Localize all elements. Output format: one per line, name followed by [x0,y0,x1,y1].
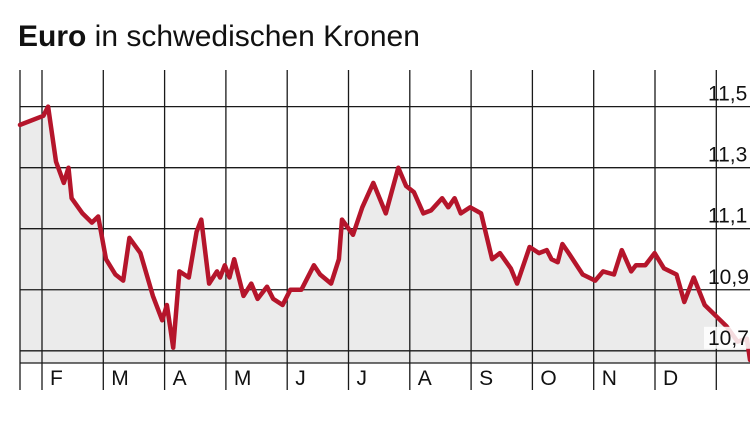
x-tick-label-0: F [50,367,63,390]
x-tick-label-2: A [173,367,187,390]
line-layer [17,104,750,363]
y-tick-label-1: 11,3 [708,144,747,167]
x-tick-label-9: N [602,367,617,390]
tick-label-bg-4 [704,326,750,349]
chart-title-bold: Euro [18,20,87,53]
y-tick-label-0: 11,5 [708,83,747,106]
x-tick-label-4: J [295,367,306,390]
y-tick-label-3: 10,9 [708,266,749,289]
y-tick-label-4: 10,7 [708,327,749,350]
x-tick-label-5: J [357,367,368,390]
area-layer [20,106,750,363]
x-tick-label-7: S [479,367,493,390]
chart-title-rest: in schwedischen Kronen [86,20,420,53]
area-fill [20,106,750,363]
label-layer: 11,5 11,3 11,1 10,9 10,7 F M A M J J A S O N D [50,83,750,390]
chart-title: Euro in schwedischen Kronen [18,20,420,54]
x-tick-label-8: O [540,367,556,390]
x-tick-label-3: M [234,367,252,390]
x-tick-label-6: A [418,367,432,390]
y-tick-label-2: 11,1 [708,205,747,228]
series-line [17,104,750,363]
x-tick-label-10: D [663,367,678,390]
x-tick-label-1: M [111,367,129,390]
